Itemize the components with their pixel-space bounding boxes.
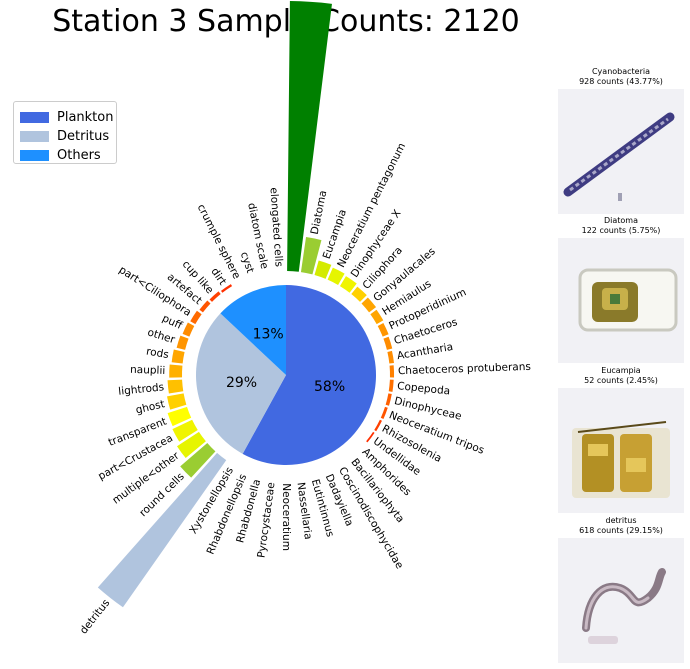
bar-dirt bbox=[220, 284, 233, 293]
bar-copepoda bbox=[388, 379, 394, 392]
bar-other bbox=[176, 335, 189, 350]
pie-slice-others bbox=[220, 285, 286, 375]
sample-image-diatoma bbox=[558, 238, 684, 363]
legend: Plankton Detritus Others bbox=[13, 101, 117, 164]
legend-swatch-others bbox=[20, 149, 49, 161]
bar-artefact bbox=[199, 300, 211, 313]
legend-label-detritus: Detritus bbox=[57, 128, 110, 144]
bar-ghost bbox=[167, 393, 187, 410]
bar-diatoma bbox=[300, 236, 322, 275]
bar-multiple-other bbox=[177, 431, 206, 459]
bar-bacillariophyta bbox=[345, 452, 356, 461]
sample-name: Diatoma bbox=[603, 216, 638, 225]
bar-label-puff: puff bbox=[160, 312, 184, 332]
bar-coscinodiscophycidae bbox=[333, 461, 345, 468]
sample-name: Cyanobacteria bbox=[591, 67, 651, 76]
pie-slice-plankton bbox=[242, 285, 376, 466]
bar-dinophyceae-x bbox=[339, 276, 357, 293]
sample-cyanobacteria: Cyanobacteria 928 counts (43.77%) bbox=[558, 67, 684, 214]
legend-item-plankton: Plankton bbox=[20, 109, 113, 125]
sample-image-detritus bbox=[558, 538, 684, 663]
sample-diatoma: Diatoma 122 counts (5.75%) bbox=[558, 216, 684, 363]
sample-eucampia: Eucampia 52 counts (2.45%) bbox=[558, 366, 684, 513]
bar-label-detritus: detritus bbox=[78, 597, 113, 636]
pie-percent-label: 58% bbox=[314, 379, 345, 395]
bar-cup-like bbox=[209, 291, 221, 302]
legend-label-plankton: Plankton bbox=[57, 109, 114, 125]
bar-eucampia bbox=[314, 260, 332, 279]
bar-label-nassellaria: Nassellaria bbox=[294, 482, 314, 541]
bar-gonyaulacales bbox=[361, 297, 377, 313]
pie-percent-label: 29% bbox=[226, 375, 257, 391]
bar-dadayiella bbox=[321, 468, 333, 474]
sample-image-eucampia bbox=[558, 388, 684, 513]
bar-rhabdonella bbox=[252, 473, 265, 477]
inner-pie: 58% 29% 13% bbox=[196, 285, 376, 466]
bar-label-nauplii: nauplii bbox=[130, 364, 166, 377]
bar-part-ciliophora bbox=[190, 310, 202, 325]
bar-transparent bbox=[167, 406, 192, 427]
sample-count: 618 counts (29.15%) bbox=[579, 526, 663, 535]
bar-label-copepoda: Copepoda bbox=[397, 380, 451, 397]
bar-detritus bbox=[97, 452, 227, 608]
pie-percent-label: 13% bbox=[253, 327, 284, 343]
bar-protoperidinium bbox=[377, 322, 389, 337]
bar-dinophyceae bbox=[385, 393, 392, 406]
bar-pyrocystaceae bbox=[266, 477, 278, 479]
bar-rhabdonellopsis bbox=[239, 468, 251, 474]
legend-swatch-plankton bbox=[20, 111, 49, 123]
bar-neoceratium-pentagonum bbox=[327, 267, 345, 285]
legend-item-detritus: Detritus bbox=[20, 128, 109, 144]
bar-nauplii bbox=[169, 364, 183, 378]
bar-lightrods bbox=[167, 379, 184, 394]
bar-amphorides bbox=[356, 442, 365, 452]
outer-bars bbox=[97, 1, 395, 608]
bar-label-other: other bbox=[146, 326, 177, 346]
bar-rhizosolenia bbox=[374, 419, 382, 432]
bar-chaetoceros bbox=[383, 336, 393, 350]
sample-count: 928 counts (43.77%) bbox=[579, 77, 663, 86]
sample-image-cyanobacteria bbox=[558, 89, 684, 214]
bar-chaetoceros-protuberans bbox=[389, 365, 395, 378]
bar-undellidae bbox=[366, 431, 375, 443]
legend-item-others: Others bbox=[20, 147, 101, 163]
bar-diatom-scale bbox=[259, 271, 272, 275]
bar-crumple-sphere bbox=[233, 279, 245, 285]
sample-name: detritus bbox=[605, 516, 637, 525]
bar-label-diatoma: Diatoma bbox=[309, 189, 330, 235]
chart-title: Station 3 Sample Counts: 2120 bbox=[52, 4, 520, 39]
bar-label-ghost: ghost bbox=[135, 398, 166, 416]
sample-count: 52 counts (2.45%) bbox=[584, 376, 658, 385]
pie-slice-detritus bbox=[196, 313, 286, 454]
bar-label-lightrods: lightrods bbox=[118, 381, 165, 398]
bar-eutintinnus bbox=[307, 473, 320, 477]
bar-label-neoceratium: Neoceratium bbox=[280, 483, 292, 551]
bar-neoceratium-tripos bbox=[380, 406, 388, 419]
sample-detritus: detritus 618 counts (29.15%) bbox=[558, 516, 684, 663]
legend-label-others: Others bbox=[57, 147, 101, 163]
bar-ciliophora bbox=[351, 286, 367, 302]
bar-hemiaulus bbox=[370, 309, 384, 325]
bar-rods bbox=[171, 349, 185, 364]
bar-xystonellopsis bbox=[227, 461, 239, 468]
bar-cyst bbox=[246, 274, 258, 279]
sample-count: 122 counts (5.75%) bbox=[581, 226, 661, 235]
bar-round-cells bbox=[180, 442, 216, 478]
sample-name: Eucampia bbox=[601, 366, 641, 375]
legend-swatch-detritus bbox=[20, 130, 49, 142]
bar-acantharia bbox=[387, 350, 394, 364]
bar-label-chaetoceros-protuberans: Chaetoceros protuberans bbox=[398, 361, 531, 377]
bar-part-crustacea bbox=[172, 419, 198, 442]
bar-elongated-cells bbox=[273, 270, 285, 272]
bar-nassellaria bbox=[294, 477, 306, 479]
bar-label-rods: rods bbox=[145, 346, 169, 362]
bar-label-elongated-cells: elongated cells bbox=[267, 187, 284, 267]
bar-puff bbox=[182, 322, 195, 337]
bar-cyanobacteria bbox=[287, 1, 332, 272]
